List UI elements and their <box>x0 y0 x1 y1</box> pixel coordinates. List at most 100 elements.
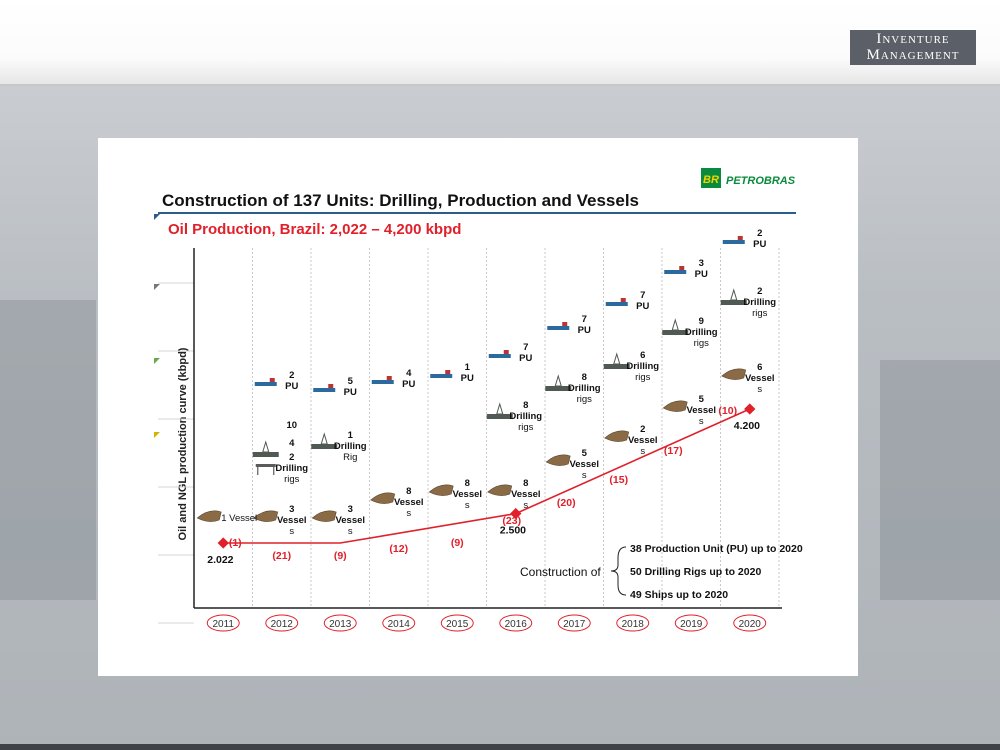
year-ticks: 2011 2012 2013 2014 2015 2016 2017 2018 2019 2020 <box>206 614 767 632</box>
unit-stack-label: PU <box>461 373 474 384</box>
drillship-icon <box>603 364 630 369</box>
unit-stack-label: Drilling <box>568 383 601 394</box>
unit-stack-label: rigs <box>635 372 651 383</box>
brand-name: PETROBRAS <box>726 175 796 187</box>
unit-stack-label: 5 <box>348 376 354 387</box>
unit-count-label: (12) <box>389 543 408 555</box>
background-texture-left <box>0 300 96 600</box>
pu-icon-deck <box>679 266 685 270</box>
unit-count-label: (1) <box>229 537 242 549</box>
unit-stack-label: 6 <box>640 350 645 361</box>
unit-stack-label: PU <box>636 301 649 312</box>
unit-stack-label: rigs <box>752 308 768 319</box>
unit-stack-label: 10 <box>286 420 297 431</box>
unit-stack-label: PU <box>344 387 357 398</box>
vessel-icon <box>253 510 279 522</box>
production-point <box>217 537 229 549</box>
vessel-icon <box>487 484 513 496</box>
drillship-icon <box>662 330 689 335</box>
unit-stack-label: Drilling <box>509 411 542 422</box>
year-circle <box>382 614 416 632</box>
year-circle <box>557 614 591 632</box>
unit-stack-label: PU <box>578 325 591 336</box>
unit-stack-label: PU <box>753 239 766 250</box>
unit-stack-label: 1 Vessel <box>221 513 257 524</box>
drillship-icon-derrick <box>671 318 679 331</box>
drillship-icon-derrick <box>613 352 621 365</box>
pu-icon-deck <box>269 378 275 382</box>
unit-count-label: (9) <box>334 550 347 562</box>
unit-stack-label: s <box>757 384 762 395</box>
petrobras-logo: BR PETROBRAS <box>701 168 796 188</box>
unit-stack-label: Rig <box>343 452 357 463</box>
unit-stack-label: 5 <box>582 448 588 459</box>
unit-stack-label: 9 <box>699 316 704 327</box>
unit-stack-label: s <box>640 446 645 457</box>
vessel-icon <box>196 510 222 522</box>
construction-summary: Construction of 38 Production Unit (PU) … <box>520 543 803 601</box>
pu-icon-deck <box>620 298 626 302</box>
year-circle <box>733 614 767 632</box>
unit-stack-label: Drilling <box>626 361 659 372</box>
unit-stack-label: Vessel <box>628 435 658 446</box>
pu-icon-deck <box>386 376 392 380</box>
bottom-strip <box>0 744 1000 750</box>
construction-ships: 49 Ships up to 2020 <box>630 589 728 601</box>
construction-pu: 38 Production Unit (PU) up to 2020 <box>630 543 803 555</box>
logo-line2: Management <box>866 47 960 63</box>
unit-stack-label: 8 <box>465 478 470 489</box>
gridlines <box>158 248 780 624</box>
unit-stack-label: PU <box>695 269 708 280</box>
unit-stack-label: 7 <box>640 290 645 301</box>
production-line <box>223 408 751 544</box>
slide-title: Construction of 137 Units: Drilling, Pro… <box>162 191 639 210</box>
unit-stack-label: s <box>348 526 353 537</box>
unit-stack-label: Drilling <box>685 327 718 338</box>
unit-stack-label: rigs <box>518 422 534 433</box>
drillship-icon-derrick <box>496 402 504 415</box>
year-label: 2020 <box>739 619 762 630</box>
drillship-icon-derrick <box>320 432 328 445</box>
drillship-icon <box>486 414 513 419</box>
pu-icon-deck <box>445 370 451 374</box>
unit-icons <box>196 236 747 522</box>
unit-stack-label: s <box>699 416 704 427</box>
unit-stack-label: 2 <box>757 286 762 297</box>
unit-count-label: (23) <box>502 515 521 527</box>
y-axis-label: Oil and NGL production curve (kbpd) <box>177 347 189 540</box>
unit-stack-label: s <box>289 526 294 537</box>
unit-stack-label: 6 <box>757 362 762 373</box>
construction-rigs: 50 Drilling Rigs up to 2020 <box>630 566 761 578</box>
brand-mark: BR <box>703 174 719 186</box>
year-label: 2017 <box>563 619 586 630</box>
pu-icon <box>371 380 394 384</box>
unit-stack-label: 7 <box>523 342 528 353</box>
unit-count-label: (15) <box>609 474 628 486</box>
pu-icon <box>254 382 277 386</box>
pu-icon <box>605 302 628 306</box>
unit-counts: (1) (21) (9) (12) (9) (23) (20) (15) (17) (10) <box>229 405 737 562</box>
year-circle <box>499 614 533 632</box>
rig-icon <box>255 464 276 467</box>
vessel-icon <box>311 510 337 522</box>
year-label: 2013 <box>329 619 352 630</box>
unit-stack-label: 1 <box>348 430 354 441</box>
unit-stack-label: PU <box>519 353 532 364</box>
vessel-icon <box>428 484 454 496</box>
unit-stack-label: Vessel <box>686 405 716 416</box>
company-logo: Inventure Management <box>850 30 976 65</box>
unit-stack-label: rigs <box>284 474 300 485</box>
unit-stack-label: Vessel <box>394 497 424 508</box>
header-bar: Inventure Management <box>0 0 1000 86</box>
unit-stack-label: 4 <box>289 438 295 449</box>
production-value-label: 4.200 <box>734 420 760 432</box>
pu-icon-deck <box>503 350 509 354</box>
unit-stack-label: 2 <box>640 424 645 435</box>
year-label: 2015 <box>446 619 469 630</box>
pu-icon <box>313 388 336 392</box>
unit-stack-label: 2 <box>289 370 294 381</box>
vessel-icon <box>721 368 747 380</box>
unit-stack-label: Vessel <box>335 515 365 526</box>
production-series: 2.022 2.500 4.200 <box>207 403 760 566</box>
unit-stack-label: 8 <box>523 400 528 411</box>
